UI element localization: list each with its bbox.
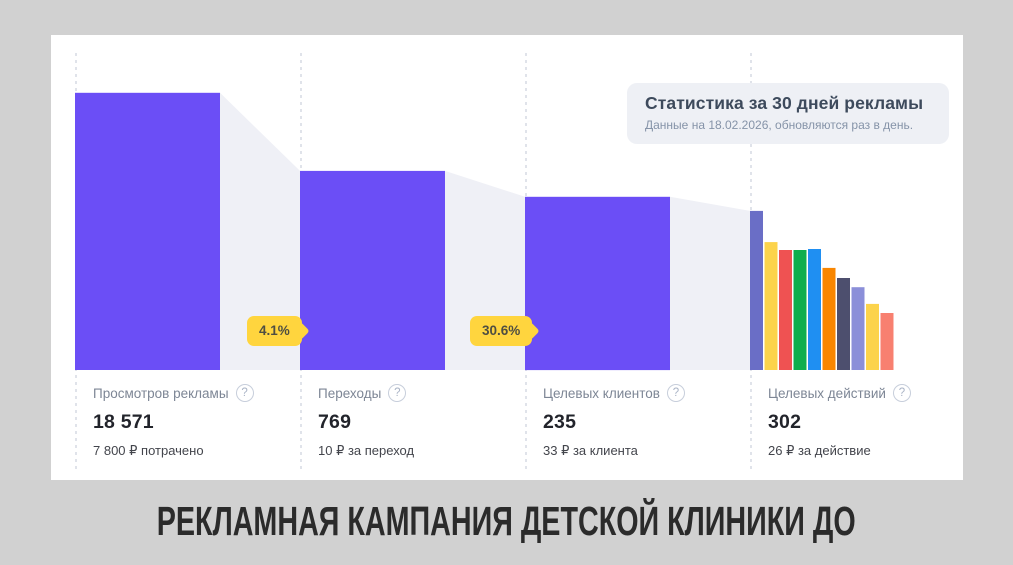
help-icon[interactable]: ? <box>235 384 254 402</box>
metric-target-clients-sub: 33 ₽ за клиента <box>543 443 638 458</box>
mini-bar-4 <box>793 250 807 370</box>
mini-bar-7 <box>837 278 850 370</box>
help-icon[interactable]: ? <box>388 384 407 402</box>
conversion-tag-1: 4.1% <box>247 316 302 346</box>
help-icon[interactable]: ? <box>666 384 685 402</box>
metric-ad-views-value: 18 571 <box>93 411 154 433</box>
conversion-tag-1-label: 4.1% <box>259 323 290 338</box>
metric-clicks-value: 769 <box>318 411 352 433</box>
metric-target-clients-label: Целевых клиентов <box>543 385 660 401</box>
funnel-shade-3 <box>670 196 750 370</box>
metric-clicks-label: Переходы <box>318 385 382 401</box>
stats-period-title: Статистика за 30 дней рекламы <box>645 93 924 113</box>
mini-bar-10 <box>880 313 894 370</box>
metric-target-actions-label: Целевых действий <box>768 385 886 401</box>
metric-target-actions: Целевых действий ? 302 26 ₽ за действие <box>750 370 975 480</box>
metric-clicks-sub: 10 ₽ за переход <box>318 443 415 458</box>
funnel-chart <box>75 92 894 371</box>
mini-bar-6 <box>822 267 836 370</box>
mini-bar-3 <box>779 250 792 370</box>
metric-clicks: Переходы ? 769 10 ₽ за переход <box>300 370 525 480</box>
conversion-tag-2-label: 30.6% <box>482 323 521 338</box>
metric-ad-views: Просмотров рекламы ? 18 571 7 800 ₽ потр… <box>75 370 300 480</box>
mini-bar-9 <box>866 303 879 370</box>
caption-container: РЕКЛАМНАЯ КАМПАНИЯ ДЕТСКОЙ КЛИНИКИ ДО <box>0 498 1013 545</box>
mini-bar-8 <box>851 287 865 370</box>
stats-card: 4.1% 30.6% Статистика за 30 дней рекламы… <box>51 35 963 480</box>
funnel-shade-1 <box>220 92 300 371</box>
stats-period-subtitle: Данные на 18.02.2026, обновляются раз в … <box>645 118 914 132</box>
metric-target-actions-value: 302 <box>768 411 802 433</box>
funnel-bar-2 <box>300 170 445 370</box>
conversion-tag-2: 30.6% <box>470 316 533 346</box>
metrics-row: Просмотров рекламы ? 18 571 7 800 ₽ потр… <box>75 370 975 480</box>
metric-target-clients: Целевых клиентов ? 235 33 ₽ за клиента <box>525 370 750 480</box>
metric-target-actions-sub: 26 ₽ за действие <box>768 443 871 458</box>
help-icon[interactable]: ? <box>892 384 911 402</box>
mini-bar-1 <box>750 210 763 370</box>
stats-period-panel: Статистика за 30 дней рекламы Данные на … <box>627 83 949 144</box>
funnel-bar-1 <box>75 92 220 371</box>
metric-ad-views-sub: 7 800 ₽ потрачено <box>93 443 204 458</box>
mini-bar-2 <box>764 242 778 370</box>
metric-target-clients-value: 235 <box>543 411 577 433</box>
mini-bar-5 <box>808 249 821 370</box>
metric-ad-views-label: Просмотров рекламы <box>93 385 229 401</box>
page-title: РЕКЛАМНАЯ КАМПАНИЯ ДЕТСКОЙ КЛИНИКИ ДО <box>157 498 856 544</box>
funnel-bar-3 <box>525 196 670 371</box>
